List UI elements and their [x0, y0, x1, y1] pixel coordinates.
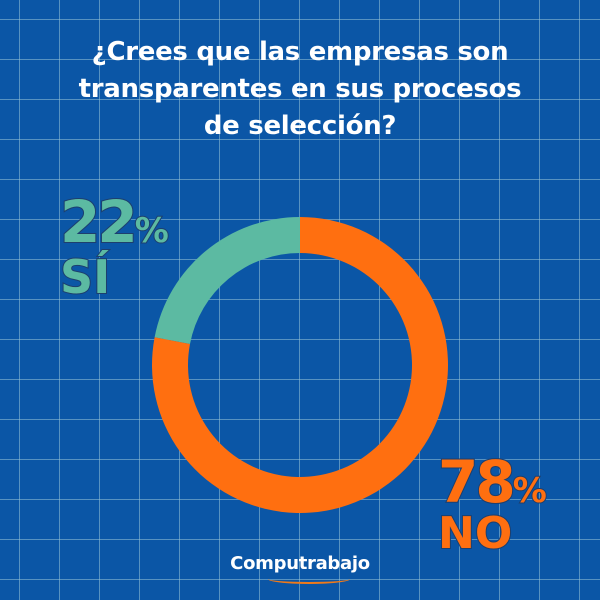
donut-slice-si	[154, 217, 300, 345]
title-line: de selección?	[203, 111, 397, 141]
brand-logo: Computrabajo	[230, 553, 370, 574]
percent-symbol: %	[134, 210, 170, 252]
si-percent-label: 22%	[59, 187, 170, 257]
title-line: transparentes en sus procesos	[78, 74, 522, 104]
no-label: NO	[437, 507, 513, 560]
brand-swoosh	[268, 574, 350, 584]
si-percent-value: 22	[59, 187, 139, 257]
title-line: ¿Crees que las empresas son	[91, 37, 509, 67]
chart-title: ¿Crees que las empresas son transparente…	[0, 34, 600, 145]
no-percent-value: 78	[437, 447, 517, 517]
si-label: SÍ	[59, 249, 111, 305]
percent-symbol: %	[512, 470, 548, 512]
no-percent-label: 78%	[437, 447, 548, 517]
